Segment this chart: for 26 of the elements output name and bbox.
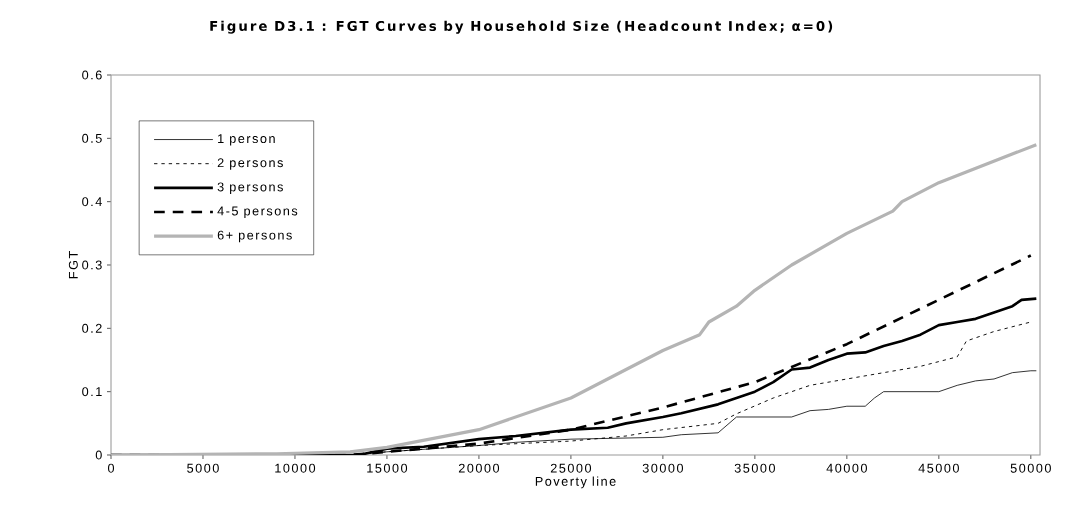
legend-label: 6+ persons — [217, 230, 292, 243]
y-tick-label: 0.1 — [82, 387, 102, 397]
x-tick-label: 35000 — [734, 463, 775, 473]
legend-label: 3 persons — [217, 182, 283, 194]
legend-label: 2 persons — [217, 158, 283, 170]
x-tick-label: 15000 — [367, 463, 408, 473]
y-tick-label: 0.5 — [82, 133, 102, 143]
legend-label: 4-5 persons — [217, 206, 298, 218]
y-tick-label: 0.3 — [82, 260, 102, 270]
x-tick-label: 20000 — [458, 463, 500, 473]
x-tick-label: 45000 — [918, 463, 959, 473]
x-tick-label: 40000 — [826, 463, 867, 473]
y-tick-label: 0.2 — [82, 323, 102, 333]
y-axis-title: FGT — [68, 251, 78, 279]
legend-label: 1 person — [218, 134, 275, 146]
x-tick-label: 5000 — [187, 463, 219, 473]
x-tick-label: 30000 — [642, 463, 684, 473]
y-tick-label: 0 — [95, 450, 102, 460]
x-tick-label: 50000 — [1010, 463, 1051, 473]
y-tick-label: 0.4 — [82, 197, 102, 207]
chart-title: Figure D3.1 : FGT Curves by Household Size (Headcount Index; α=0) — [210, 20, 833, 34]
y-tick-label: 0.6 — [82, 70, 102, 80]
x-tick-label: 10000 — [275, 463, 316, 473]
x-tick-label: 0 — [107, 463, 115, 473]
x-tick-label: 25000 — [550, 463, 592, 473]
x-axis-title: Poverty line — [535, 476, 616, 489]
